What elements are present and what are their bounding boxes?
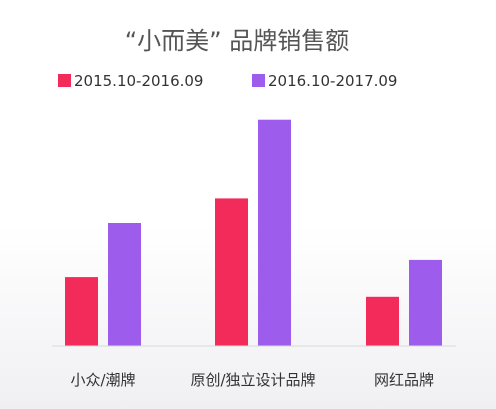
legend: 2015.10-2016.09 2016.10-2017.09 <box>58 72 397 90</box>
bars-group <box>65 119 442 346</box>
legend-swatch-series-1 <box>58 74 71 87</box>
x-tick-label-1: 原创/独立设计品牌 <box>190 371 315 389</box>
bar-0-series-2 <box>108 223 141 346</box>
x-tick-labels: 小众/潮牌 原创/独立设计品牌 网红品牌 <box>70 371 434 389</box>
bar-2-series-2 <box>409 259 442 346</box>
bar-1-series-2 <box>258 119 291 346</box>
plot-area: 小众/潮牌 原创/独立设计品牌 网红品牌 <box>52 119 456 389</box>
bar-0-series-1 <box>65 277 98 346</box>
x-tick-label-2: 网红品牌 <box>374 371 434 389</box>
x-tick-label-0: 小众/潮牌 <box>70 371 135 389</box>
legend-label-series-1: 2015.10-2016.09 <box>74 72 203 90</box>
chart-title: “小而美” 品牌销售额 <box>125 27 350 55</box>
legend-label-series-2: 2016.10-2017.09 <box>268 72 397 90</box>
bar-2-series-1 <box>366 296 399 346</box>
legend-swatch-series-2 <box>252 74 265 87</box>
bar-1-series-1 <box>215 198 248 346</box>
